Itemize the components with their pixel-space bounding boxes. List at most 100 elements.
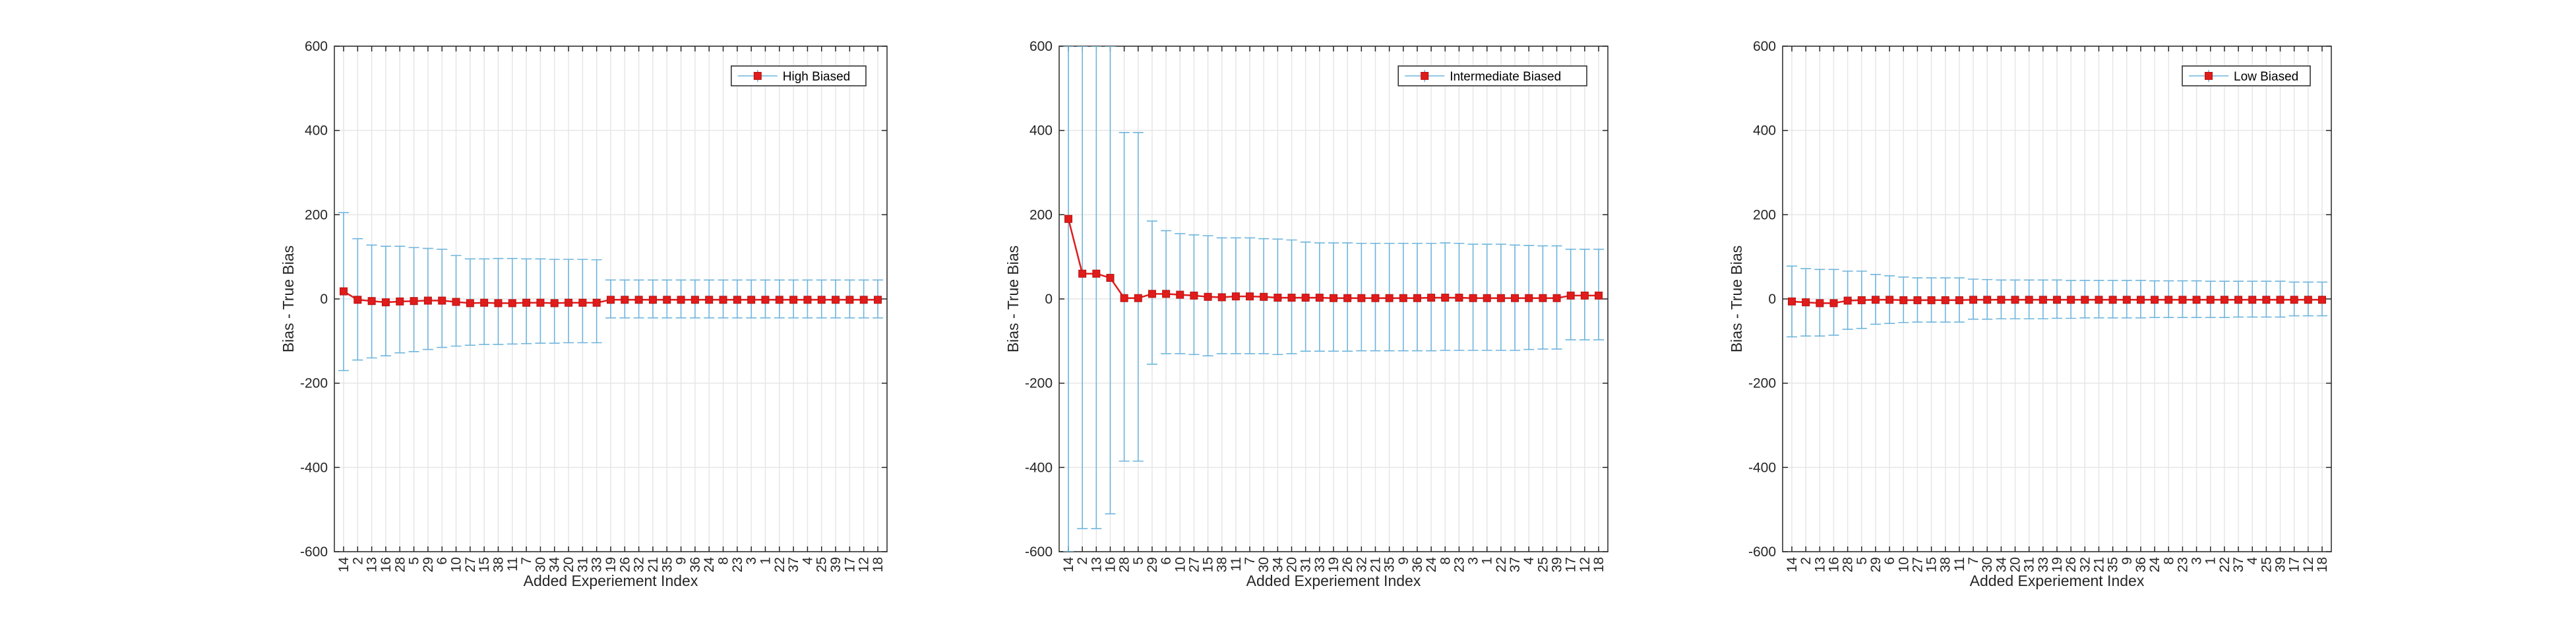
data-layer — [1787, 265, 2327, 338]
x-tick-label: 12 — [2301, 557, 2316, 572]
y-tick-label: 0 — [320, 292, 328, 307]
data-point — [747, 296, 756, 304]
x-tick-label: 39 — [828, 557, 843, 572]
data-point — [2262, 296, 2271, 304]
x-tick-label: 16 — [1103, 557, 1118, 572]
x-tick-label: 29 — [1145, 557, 1160, 572]
x-tick-label: 27 — [1910, 557, 1925, 572]
y-tick-label: 200 — [1753, 207, 1776, 222]
data-point — [565, 298, 573, 307]
x-tick-label: 33 — [1312, 557, 1328, 572]
x-tick-label: 11 — [505, 557, 520, 571]
y-tick-label: -600 — [300, 544, 328, 560]
data-point — [1566, 291, 1575, 300]
data-point — [2136, 296, 2145, 304]
data-point — [480, 298, 489, 307]
data-point — [634, 296, 643, 304]
x-tick-label: 21 — [1368, 557, 1383, 572]
x-tick-label: 24 — [1424, 557, 1439, 573]
data-point — [1511, 294, 1519, 302]
x-tick-label: 38 — [491, 557, 506, 572]
data-point — [874, 296, 882, 304]
x-tick-label: 26 — [1340, 557, 1355, 572]
legend: Intermediate Biased — [1397, 65, 1587, 86]
x-tick-label: 9 — [1396, 557, 1411, 565]
x-tick-label: 21 — [646, 557, 661, 572]
data-point — [1595, 291, 1603, 300]
x-tick-label: 32 — [1354, 557, 1369, 572]
x-tick-label: 19 — [1326, 557, 1341, 572]
data-point — [1829, 299, 1838, 308]
data-point — [1469, 294, 1477, 302]
data-point — [1106, 274, 1115, 282]
data-point — [817, 296, 826, 304]
data-point — [1455, 294, 1463, 302]
y-tick-label: -200 — [300, 376, 328, 391]
x-tick-label: 24 — [702, 557, 717, 573]
data-point — [663, 296, 671, 304]
x-tick-label: 4 — [1521, 557, 1537, 565]
y-tick-label: -400 — [300, 460, 328, 475]
data-point — [1064, 214, 1072, 223]
x-tick-label: 27 — [1186, 557, 1202, 572]
x-tick-label: 26 — [2064, 557, 2079, 572]
data-point — [1399, 294, 1407, 302]
x-tick-label: 36 — [688, 557, 703, 572]
x-tick-label: 5 — [407, 557, 422, 565]
x-tick-label: 9 — [2120, 557, 2135, 565]
x-axis-label: Added Experiement Index — [1246, 572, 1421, 589]
x-axis-label: Added Experiement Index — [1970, 572, 2145, 589]
y-tick-label: -600 — [1748, 544, 1776, 560]
x-tick-label: 16 — [379, 557, 394, 572]
y-tick-label: 600 — [1753, 39, 1776, 54]
data-point — [550, 299, 559, 308]
data-point — [1580, 291, 1589, 300]
x-tick-label: 3 — [1466, 557, 1481, 565]
data-point — [1816, 299, 1824, 308]
x-tick-label: 35 — [659, 557, 675, 572]
x-tick-label: 8 — [2161, 557, 2176, 565]
data-point — [1802, 298, 1810, 307]
x-tick-label: 5 — [1131, 557, 1146, 565]
x-tick-label: 31 — [575, 557, 590, 572]
x-tick-label: 34 — [1270, 557, 1285, 573]
data-point — [396, 297, 404, 306]
y-tick-label: 600 — [1029, 39, 1053, 54]
x-tick-label: 28 — [1841, 557, 1856, 572]
x-tick-label: 12 — [1578, 557, 1593, 572]
x-tick-label: 38 — [1938, 557, 1953, 572]
x-tick-label: 34 — [1994, 557, 2009, 573]
data-point — [2248, 296, 2257, 304]
data-point — [677, 296, 685, 304]
x-tick-label: 28 — [392, 557, 408, 572]
data-point — [466, 299, 474, 308]
data-point — [1148, 290, 1156, 298]
y-tick-label: 0 — [1768, 292, 1776, 307]
x-tick-label: 20 — [561, 557, 576, 572]
data-point — [1871, 296, 1880, 304]
x-tick-label: 2 — [1798, 557, 1814, 565]
data-point — [353, 296, 362, 304]
x-tick-label: 22 — [772, 557, 787, 572]
y-axis-label: Bias - True Bias — [1728, 245, 1745, 352]
data-point — [2081, 296, 2089, 304]
x-tick-label: 37 — [786, 557, 801, 572]
data-point — [1413, 294, 1421, 302]
data-point — [2164, 296, 2173, 304]
data-point — [832, 296, 840, 304]
data-point — [1204, 292, 1212, 301]
data-point — [1539, 294, 1547, 302]
data-point — [775, 296, 783, 304]
x-tick-label: 33 — [590, 557, 605, 572]
data-point — [452, 298, 460, 306]
data-point — [1427, 294, 1436, 302]
x-tick-label: 13 — [365, 557, 380, 572]
data-point — [1927, 296, 1936, 304]
data-point — [1552, 294, 1561, 302]
x-tick-label: 6 — [1882, 557, 1897, 565]
data-point — [2122, 296, 2131, 304]
data-point — [1246, 292, 1254, 301]
x-tick-label: 8 — [716, 557, 731, 565]
y-tick-label: -400 — [1025, 460, 1053, 475]
data-point — [845, 296, 854, 304]
